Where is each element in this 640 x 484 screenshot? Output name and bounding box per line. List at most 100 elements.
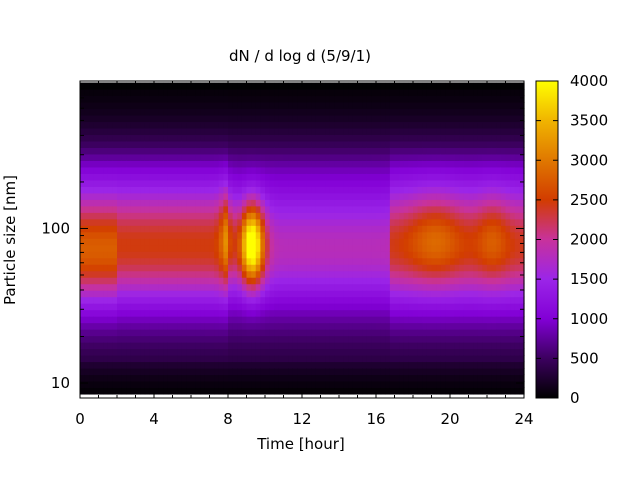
heatmap-cell xyxy=(376,212,382,220)
heatmap-cell xyxy=(329,212,335,220)
heatmap-cell xyxy=(450,290,456,298)
heatmap-cell xyxy=(283,127,289,136)
heatmap-cell xyxy=(468,199,474,207)
heatmap-cell xyxy=(454,218,460,226)
heatmap-cell xyxy=(98,160,104,168)
heatmap-cell xyxy=(468,238,474,246)
heatmap-cell xyxy=(380,147,386,155)
heatmap-cell xyxy=(366,367,372,376)
heatmap-cell xyxy=(352,166,359,174)
heatmap-cell xyxy=(181,387,187,395)
heatmap-cell xyxy=(408,205,414,213)
heatmap-cell xyxy=(482,367,488,376)
heatmap-cell xyxy=(315,355,322,363)
heatmap-cell xyxy=(459,348,465,356)
heatmap-cell xyxy=(500,140,507,148)
heatmap-cell xyxy=(117,335,123,343)
heatmap-cell xyxy=(385,361,391,369)
heatmap-cell xyxy=(482,108,488,116)
heatmap-cell xyxy=(149,348,155,356)
heatmap-cell xyxy=(426,89,433,97)
heatmap-cell xyxy=(260,225,266,233)
heatmap-cell xyxy=(445,355,451,363)
heatmap-cell xyxy=(103,329,109,337)
heatmap-cell xyxy=(84,270,90,278)
heatmap-cell xyxy=(389,277,396,285)
heatmap-cell xyxy=(487,225,493,233)
heatmap-cell xyxy=(246,212,252,220)
heatmap-cell xyxy=(352,127,359,136)
heatmap-cell xyxy=(112,160,118,168)
heatmap-cell xyxy=(408,134,414,142)
heatmap-cell xyxy=(403,251,409,259)
heatmap-cell xyxy=(177,380,183,389)
heatmap-cell xyxy=(265,205,271,213)
heatmap-cell xyxy=(214,114,220,123)
heatmap-cell xyxy=(459,335,465,343)
heatmap-cell xyxy=(417,283,423,291)
heatmap-cell xyxy=(200,108,206,116)
heatmap-cell xyxy=(436,251,442,259)
heatmap-cell xyxy=(260,173,266,181)
heatmap-cell xyxy=(371,322,377,330)
heatmap-cell xyxy=(315,290,322,298)
heatmap-cell xyxy=(463,238,470,246)
heatmap-cell xyxy=(468,335,474,343)
heatmap-cell xyxy=(195,173,201,181)
heatmap-cell xyxy=(459,134,465,142)
heatmap-cell xyxy=(334,140,340,148)
heatmap-cell xyxy=(126,348,132,356)
heatmap-cell xyxy=(195,290,201,298)
heatmap-cell xyxy=(311,179,317,187)
heatmap-cell xyxy=(463,329,470,337)
heatmap-cell xyxy=(288,380,294,389)
heatmap-cell xyxy=(348,231,354,239)
heatmap-cell xyxy=(255,257,261,265)
heatmap-cell xyxy=(232,296,238,304)
heatmap-cell xyxy=(329,309,335,317)
heatmap-cell xyxy=(487,186,493,194)
heatmap-cell xyxy=(223,147,229,155)
heatmap-cell xyxy=(103,101,109,110)
heatmap-cell xyxy=(149,257,155,265)
heatmap-cell xyxy=(362,179,368,187)
heatmap-cell xyxy=(436,199,442,207)
heatmap-cell xyxy=(283,342,289,350)
heatmap-cell xyxy=(135,277,141,285)
heatmap-cell xyxy=(140,82,146,90)
heatmap-cell xyxy=(403,238,409,246)
heatmap-cell xyxy=(167,82,174,90)
heatmap-cell xyxy=(251,82,257,90)
heatmap-cell xyxy=(431,173,437,181)
heatmap-cell xyxy=(329,380,335,389)
heatmap-cell xyxy=(334,134,340,142)
heatmap-cell xyxy=(232,89,238,97)
heatmap-cell xyxy=(223,173,229,181)
heatmap-cell xyxy=(186,380,192,389)
heatmap-cell xyxy=(482,89,488,97)
heatmap-cell xyxy=(431,218,437,226)
heatmap-cell xyxy=(334,380,340,389)
heatmap-cell xyxy=(191,101,197,110)
heatmap-cell xyxy=(306,95,312,103)
heatmap-cell xyxy=(93,348,100,356)
heatmap-cell xyxy=(510,283,516,291)
heatmap-cell xyxy=(505,342,511,350)
heatmap-cell xyxy=(181,296,187,304)
heatmap-cell xyxy=(403,380,409,389)
heatmap-cell xyxy=(403,212,409,220)
heatmap-cell xyxy=(389,108,396,116)
heatmap-cell xyxy=(315,329,322,337)
heatmap-cell xyxy=(163,199,169,207)
heatmap-cell xyxy=(140,335,146,343)
heatmap-cell xyxy=(389,186,396,194)
heatmap-cell xyxy=(232,186,238,194)
heatmap-cell xyxy=(265,140,271,148)
heatmap-cell xyxy=(278,114,285,123)
heatmap-cell xyxy=(463,355,470,363)
heatmap-cell xyxy=(371,225,377,233)
heatmap-cell xyxy=(246,374,252,382)
heatmap-cell xyxy=(371,361,377,369)
heatmap-cell xyxy=(177,82,183,90)
heatmap-cell xyxy=(519,374,525,382)
